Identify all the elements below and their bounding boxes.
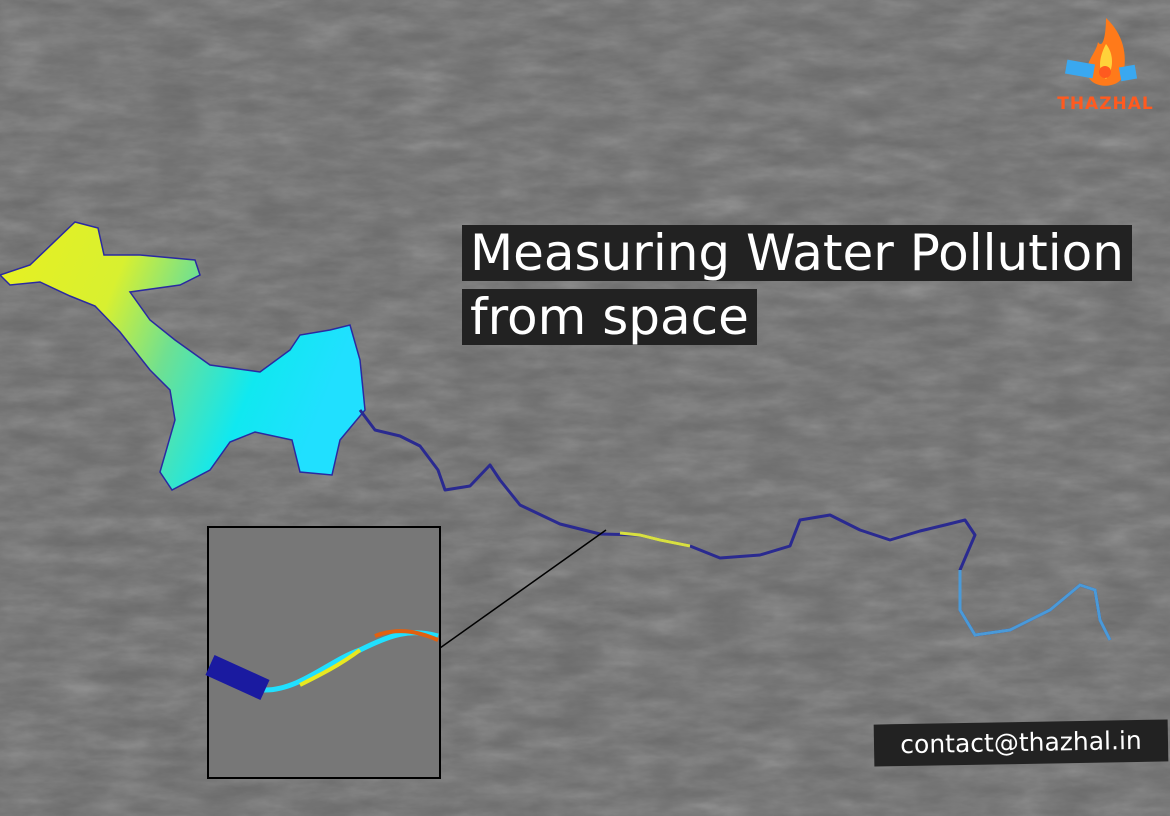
contact-email: contact@thazhal.in [873, 719, 1169, 767]
title-line-1: Measuring Water Pollution [462, 225, 1132, 281]
logo-text: THAZHAL [1057, 94, 1154, 114]
title-line-2: from space [462, 289, 757, 345]
thazhal-logo: THAZHAL [1048, 14, 1163, 114]
inset-zoom [205, 526, 441, 779]
zoom-connector-line [439, 529, 607, 649]
reservoir [0, 221, 366, 491]
flame-satellite-icon [1064, 18, 1138, 86]
